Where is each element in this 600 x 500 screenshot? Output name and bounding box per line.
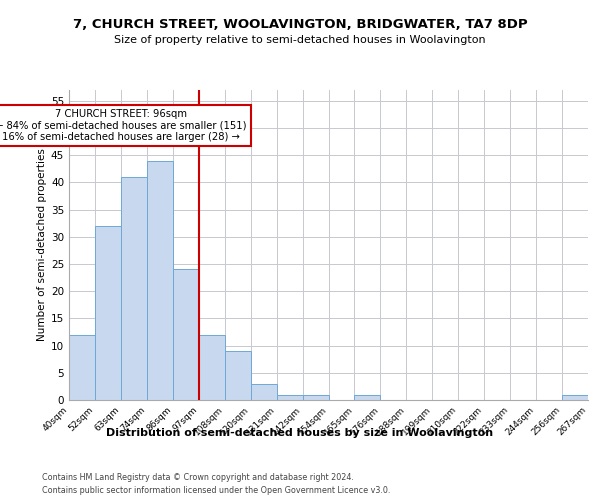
Text: Contains HM Land Registry data © Crown copyright and database right 2024.: Contains HM Land Registry data © Crown c…: [42, 472, 354, 482]
Bar: [69, 334, 95, 400]
Bar: [147, 160, 173, 400]
Bar: [562, 394, 588, 400]
Bar: [121, 177, 147, 400]
Text: Size of property relative to semi-detached houses in Woolavington: Size of property relative to semi-detach…: [114, 35, 486, 45]
Bar: [199, 334, 224, 400]
Bar: [251, 384, 277, 400]
Bar: [173, 270, 199, 400]
Bar: [277, 394, 302, 400]
Bar: [355, 394, 380, 400]
Text: Distribution of semi-detached houses by size in Woolavington: Distribution of semi-detached houses by …: [106, 428, 494, 438]
Y-axis label: Number of semi-detached properties: Number of semi-detached properties: [37, 148, 47, 342]
Text: 7 CHURCH STREET: 96sqm
← 84% of semi-detached houses are smaller (151)
16% of se: 7 CHURCH STREET: 96sqm ← 84% of semi-det…: [0, 109, 247, 142]
Bar: [302, 394, 329, 400]
Text: Contains public sector information licensed under the Open Government Licence v3: Contains public sector information licen…: [42, 486, 391, 495]
Text: 7, CHURCH STREET, WOOLAVINGTON, BRIDGWATER, TA7 8DP: 7, CHURCH STREET, WOOLAVINGTON, BRIDGWAT…: [73, 18, 527, 30]
Bar: [95, 226, 121, 400]
Bar: [225, 351, 251, 400]
